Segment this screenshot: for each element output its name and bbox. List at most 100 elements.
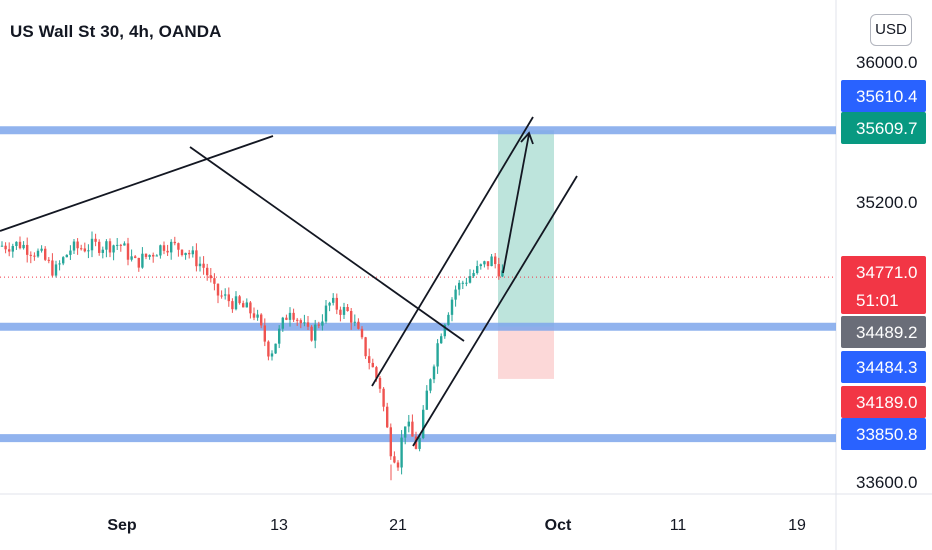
channel-lower-line[interactable] bbox=[412, 175, 578, 447]
price-tag: 35609.7 bbox=[841, 112, 926, 144]
candle bbox=[461, 280, 464, 290]
time-tick-label: 19 bbox=[788, 517, 806, 534]
candle bbox=[123, 241, 126, 246]
candle bbox=[404, 426, 407, 445]
candle bbox=[328, 301, 331, 312]
candle bbox=[468, 269, 472, 284]
price-tag: 34189.0 bbox=[841, 386, 926, 418]
price-tag: 33850.8 bbox=[841, 418, 926, 450]
candle bbox=[54, 260, 58, 278]
time-tick-label: 11 bbox=[670, 517, 687, 534]
candle bbox=[26, 237, 29, 263]
candle bbox=[256, 309, 259, 321]
candle bbox=[184, 252, 187, 260]
candle bbox=[242, 300, 245, 308]
candle bbox=[101, 246, 104, 259]
price-tag: 35610.4 bbox=[841, 80, 926, 112]
candle bbox=[436, 339, 439, 374]
candle bbox=[58, 260, 61, 271]
candle bbox=[440, 333, 443, 344]
candle bbox=[249, 301, 252, 319]
candle bbox=[422, 405, 425, 440]
candle bbox=[126, 237, 130, 266]
trendline-support-early[interactable] bbox=[0, 135, 274, 232]
price-tick-label: 33600.0 bbox=[856, 473, 917, 492]
candle bbox=[357, 318, 360, 330]
candle bbox=[18, 236, 22, 250]
candle bbox=[396, 460, 400, 471]
candle bbox=[364, 336, 367, 359]
candle bbox=[148, 254, 151, 260]
candle bbox=[195, 243, 198, 272]
candle bbox=[134, 255, 137, 259]
price-tag-label: 34489.2 bbox=[856, 323, 917, 342]
candle bbox=[429, 378, 432, 394]
time-tick-label: 21 bbox=[389, 517, 407, 534]
candle bbox=[303, 314, 306, 327]
stop-loss-zone[interactable] bbox=[498, 326, 554, 379]
candle bbox=[386, 402, 389, 429]
projection-arrowhead[interactable] bbox=[520, 131, 534, 145]
candle bbox=[33, 252, 36, 261]
candle bbox=[425, 385, 428, 410]
chart-title: US Wall St 30, 4h, OANDA bbox=[10, 22, 222, 41]
candle bbox=[346, 303, 349, 312]
candle bbox=[371, 358, 374, 368]
candle bbox=[206, 263, 209, 281]
candle bbox=[332, 293, 335, 306]
price-tag-label: 35609.7 bbox=[856, 119, 917, 138]
plot-area[interactable] bbox=[0, 0, 836, 494]
candle bbox=[486, 261, 490, 270]
price-tag-label: 34771.0 bbox=[856, 263, 917, 282]
candle bbox=[119, 243, 122, 252]
price-tags: 35610.4 35609.7 34771.0 51:01 34489.2 34484.3… bbox=[841, 80, 926, 450]
candle bbox=[447, 312, 450, 326]
candle bbox=[454, 285, 457, 307]
price-tag-label: 33850.8 bbox=[856, 425, 917, 444]
candle bbox=[260, 313, 263, 329]
candle bbox=[285, 314, 288, 321]
candle bbox=[314, 319, 317, 349]
candle bbox=[83, 242, 86, 253]
candle bbox=[188, 249, 191, 259]
currency-button[interactable]: USD bbox=[870, 14, 912, 46]
candle bbox=[497, 257, 500, 280]
candle bbox=[288, 307, 292, 327]
candle bbox=[278, 325, 281, 349]
candle bbox=[231, 298, 234, 313]
candle bbox=[310, 325, 313, 342]
channel-upper-line[interactable] bbox=[371, 116, 534, 387]
candle bbox=[472, 269, 475, 278]
candle bbox=[159, 244, 162, 259]
candle bbox=[479, 263, 482, 270]
candle bbox=[40, 245, 43, 253]
candle bbox=[65, 254, 68, 258]
candle bbox=[292, 308, 295, 322]
candle bbox=[360, 326, 364, 340]
candle bbox=[94, 233, 97, 247]
candle bbox=[202, 256, 205, 275]
candle bbox=[400, 430, 403, 475]
candle bbox=[458, 280, 461, 296]
candle bbox=[44, 246, 47, 262]
trendline-drawings[interactable] bbox=[0, 116, 578, 447]
candle bbox=[234, 291, 238, 311]
time-tick-label: 13 bbox=[270, 517, 288, 534]
candle bbox=[152, 252, 155, 263]
time-axis-ticks: Sep 13 21 Oct 11 19 bbox=[107, 517, 806, 534]
candle bbox=[15, 241, 18, 250]
candle bbox=[180, 249, 184, 257]
price-tag: 34484.3 bbox=[841, 351, 926, 383]
candle bbox=[350, 308, 353, 330]
candle bbox=[296, 317, 299, 326]
candle bbox=[155, 254, 158, 257]
candle bbox=[29, 251, 32, 264]
price-tick-label: 35200.0 bbox=[856, 193, 917, 212]
projection-arrow-line[interactable] bbox=[502, 133, 530, 274]
time-tick-label: Sep bbox=[107, 517, 137, 534]
candle bbox=[130, 249, 133, 262]
candle bbox=[98, 239, 101, 256]
candle bbox=[87, 244, 90, 259]
candle bbox=[220, 290, 223, 299]
